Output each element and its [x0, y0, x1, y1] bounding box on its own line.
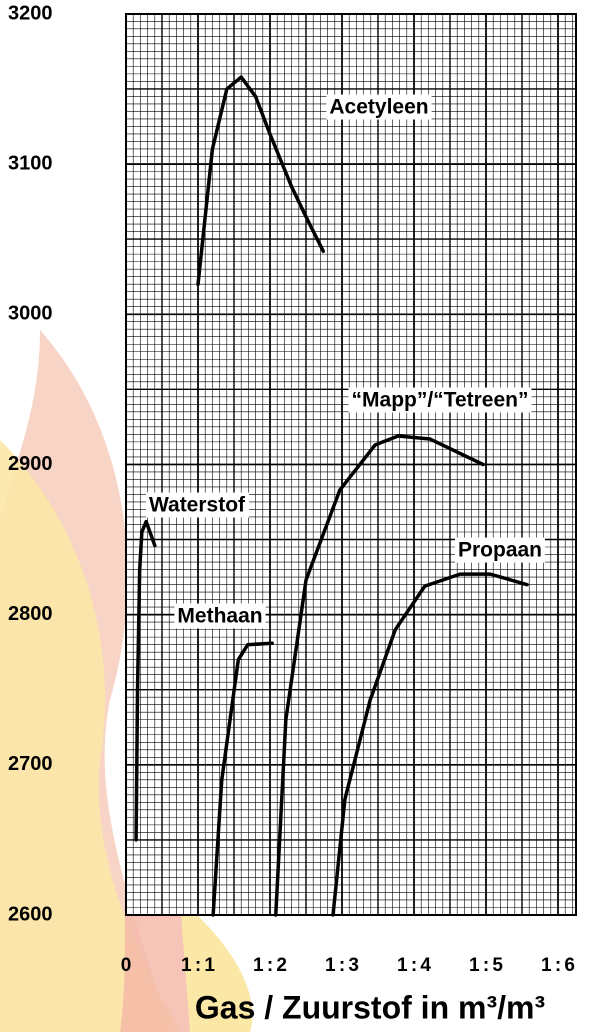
line	[331, 572, 529, 917]
x-tick-label: 1 : 6	[541, 955, 575, 976]
y-tick-label: 3100	[8, 152, 53, 174]
y-tick-label: 2700	[8, 753, 53, 775]
x-tick-label: 1 : 4	[397, 955, 431, 976]
series-label: Acetyleen	[329, 96, 428, 119]
line	[211, 641, 274, 917]
y-tick-label: 3200	[8, 2, 53, 24]
y-tick-label: 2800	[8, 603, 53, 625]
series-label-background	[174, 603, 266, 629]
x-tick-label: 1 : 1	[181, 955, 215, 976]
series-label: “Mapp”/“Tetreen”	[352, 389, 529, 412]
series-label: Propaan	[458, 539, 542, 562]
x-tick-label: 1 : 3	[325, 955, 359, 976]
series-label-background	[326, 94, 432, 120]
x-axis-title: Gas / Zuurstof in m³/m³	[195, 989, 545, 1025]
series-label: Methaan	[177, 605, 262, 628]
line	[134, 519, 157, 842]
line	[274, 434, 485, 917]
series-label-background	[145, 492, 250, 518]
line	[196, 75, 326, 287]
x-tick-label: 1 : 2	[253, 955, 287, 976]
series-label-background	[454, 537, 546, 563]
y-tick-label: 2900	[8, 453, 53, 475]
y-tick-label: 2600	[8, 903, 53, 925]
x-tick-label: 0	[121, 955, 132, 976]
series-label-background	[348, 387, 532, 413]
x-tick-label: 1 : 5	[469, 955, 503, 976]
y-tick-label: 3000	[8, 303, 53, 325]
series-label: Waterstof	[149, 494, 246, 517]
